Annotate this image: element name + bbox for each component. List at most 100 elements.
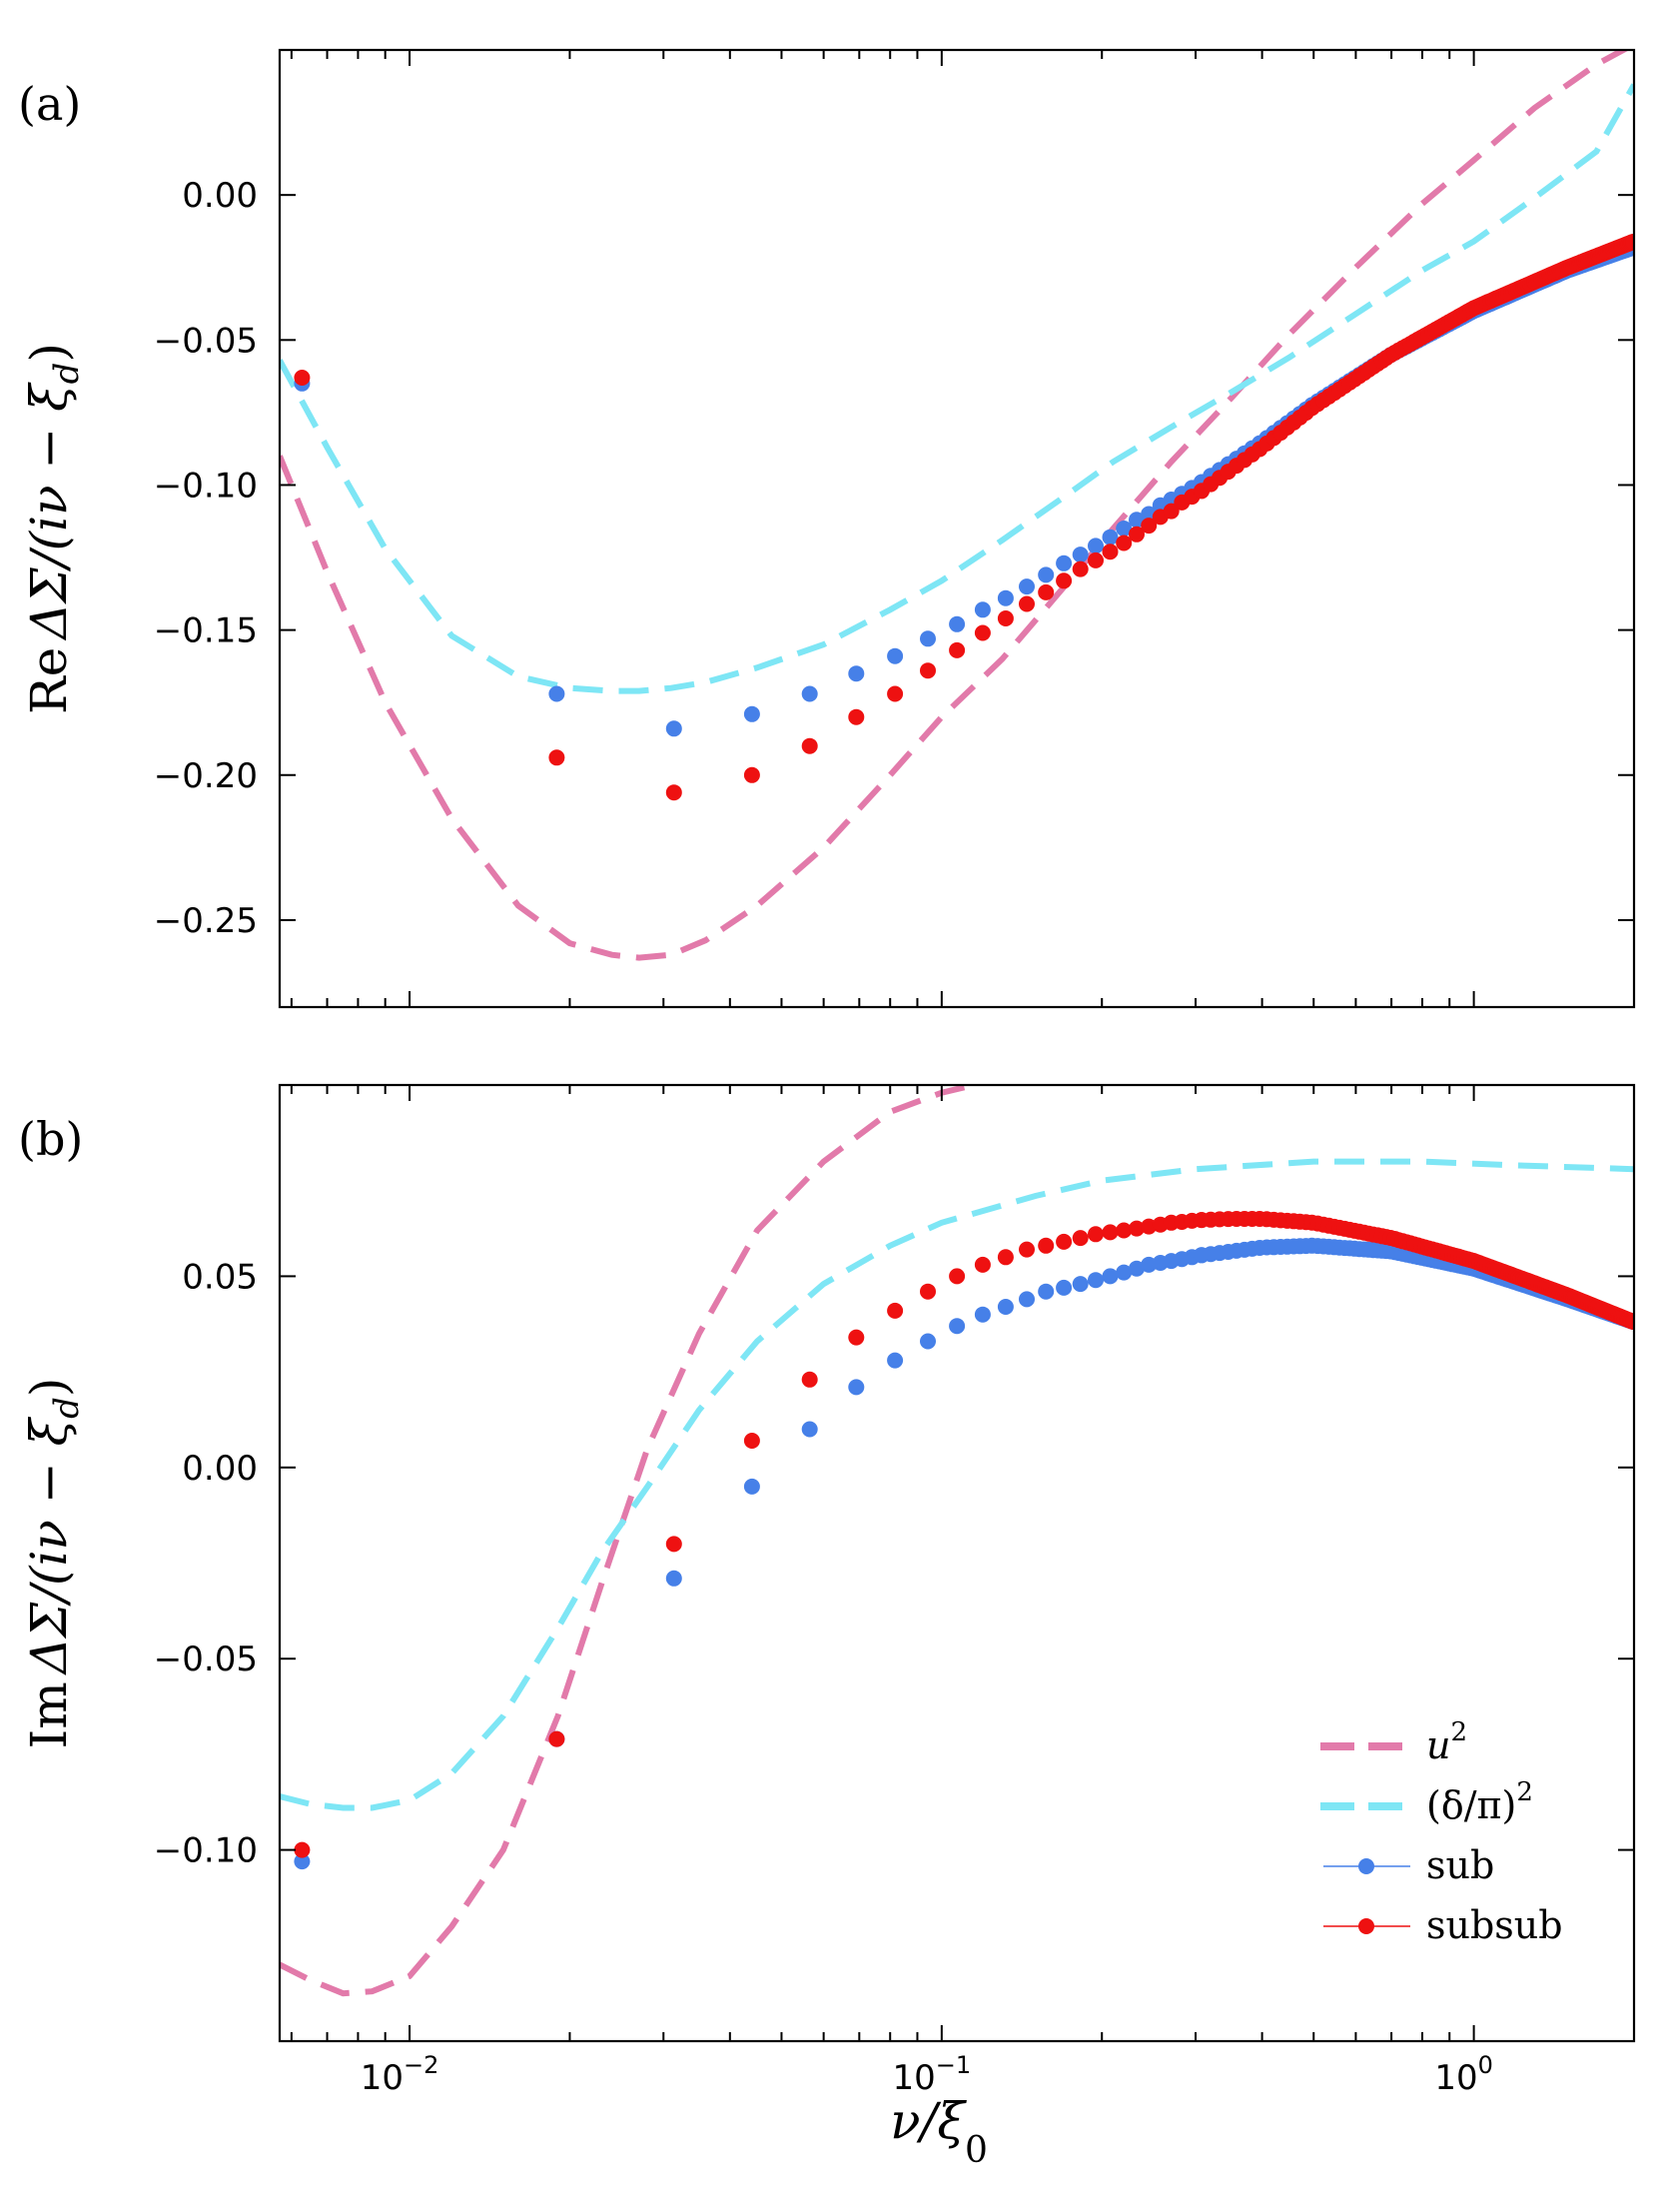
data-point <box>920 1283 936 1300</box>
data-point <box>974 601 991 618</box>
data-point <box>1625 234 1634 250</box>
legend-label-sup: 2 <box>1516 1777 1533 1807</box>
plot-area <box>280 1085 1634 1997</box>
x-axis-label-sub: 0 <box>965 2130 988 2171</box>
data-point <box>743 766 760 783</box>
data-point <box>743 1478 760 1495</box>
data-point <box>294 1853 311 1870</box>
y-tick-label: −0.15 <box>154 611 258 651</box>
panel-b: 0.050.00−0.05−0.10(b)ImΔΣ/(iν − ξd)10−2 1… <box>18 1083 1636 2098</box>
data-point <box>887 685 904 702</box>
y-tick-label: 0.00 <box>182 1449 258 1489</box>
data-point <box>1056 1233 1073 1250</box>
data-point <box>665 720 682 737</box>
y-tick-label: −0.10 <box>154 466 258 506</box>
data-point <box>1038 583 1055 600</box>
data-point <box>801 737 818 754</box>
x-tick-label: 10−1 <box>893 2051 972 2098</box>
data-point <box>1088 1226 1104 1243</box>
x-tick-exp: −1 <box>936 2051 971 2079</box>
series-line-0 <box>280 1085 975 1997</box>
plot-frame <box>278 1083 1636 2043</box>
data-point <box>920 1333 936 1350</box>
data-point <box>1072 1230 1089 1247</box>
panel-label: (a) <box>18 77 81 131</box>
legend-label-main: (δ/π) <box>1426 1783 1516 1827</box>
data-point <box>1088 1272 1104 1289</box>
data-point <box>848 1379 865 1396</box>
data-point <box>920 630 936 647</box>
data-point <box>1129 1220 1145 1237</box>
data-point <box>801 1371 818 1388</box>
data-point <box>743 705 760 722</box>
x-tick-exp: −2 <box>404 2051 438 2079</box>
panel-label: (b) <box>18 1112 83 1166</box>
data-point <box>1102 544 1119 560</box>
y-axis-label-sub: d <box>47 363 87 385</box>
data-point <box>997 1299 1014 1315</box>
y-axis-label-close: ) <box>20 1378 78 1398</box>
y-axis-label-prefix: Re <box>20 647 78 714</box>
x-tick-exp: 0 <box>1478 2051 1493 2079</box>
y-tick-label: −0.05 <box>154 321 258 361</box>
data-point <box>949 1268 966 1285</box>
data-point <box>801 1421 818 1438</box>
data-point <box>1141 518 1158 535</box>
y-axis-label: Im ΔΣ/(iν − ξd) <box>20 1378 87 1749</box>
data-point <box>294 1841 311 1858</box>
y-tick-label: −0.20 <box>154 756 258 796</box>
data-point <box>1102 1224 1119 1241</box>
y-axis-label-close: ) <box>20 343 78 363</box>
data-point <box>1038 1283 1055 1300</box>
data-point <box>848 665 865 682</box>
data-point <box>1038 1237 1055 1254</box>
data-point <box>1129 512 1145 529</box>
legend-item: u2 <box>1320 1717 1467 1767</box>
data-point <box>1088 538 1104 554</box>
data-point <box>548 1730 565 1747</box>
data-point <box>1019 578 1035 595</box>
plot-area <box>280 50 1634 961</box>
series-line-1 <box>280 83 1634 694</box>
data-point <box>743 1433 760 1449</box>
data-point <box>1129 526 1145 543</box>
data-point <box>548 749 565 766</box>
series-line-1 <box>280 1158 1634 1811</box>
data-point <box>1116 1264 1133 1281</box>
legend-label: sub <box>1426 1843 1494 1887</box>
data-point <box>920 662 936 679</box>
data-point <box>1019 1241 1035 1258</box>
data-point <box>1102 529 1119 546</box>
data-point <box>1072 547 1089 563</box>
legend-item: subsub <box>1323 1903 1563 1947</box>
x-axis-label-main: ν/ξ <box>890 2092 967 2150</box>
data-point <box>1019 595 1035 612</box>
x-axis-label: ν/ξ0 <box>890 2092 988 2171</box>
x-axis-label-text: ν/ξ0 <box>890 2092 988 2171</box>
data-point <box>949 615 966 632</box>
legend-label-main: u <box>1426 1723 1450 1767</box>
x-tick-label: 100 <box>1434 2051 1493 2098</box>
data-point <box>997 1249 1014 1266</box>
data-point <box>887 1302 904 1319</box>
legend-label-sup: 2 <box>1450 1717 1467 1747</box>
legend-item: sub <box>1323 1843 1494 1887</box>
x-tick-label: 10−2 <box>361 2051 439 2098</box>
data-point <box>1129 1260 1145 1277</box>
legend-label: subsub <box>1426 1903 1563 1947</box>
y-ticks: 0.05 0.00 −0.05 −0.10 <box>154 1257 1634 1871</box>
data-point <box>1116 1222 1133 1239</box>
data-point <box>1056 572 1073 589</box>
y-tick-label: 0.00 <box>182 176 258 216</box>
legend-label-main: subsub <box>1426 1903 1563 1947</box>
data-point <box>665 784 682 801</box>
data-point <box>665 1536 682 1553</box>
data-point <box>1056 1279 1073 1296</box>
x-tick-labels: 10−2 10−1 100 <box>361 2051 1493 2098</box>
data-point <box>665 1570 682 1587</box>
data-point <box>1072 1276 1089 1293</box>
data-point <box>974 624 991 641</box>
data-point <box>1038 566 1055 583</box>
y-tick-label: −0.05 <box>154 1640 258 1679</box>
